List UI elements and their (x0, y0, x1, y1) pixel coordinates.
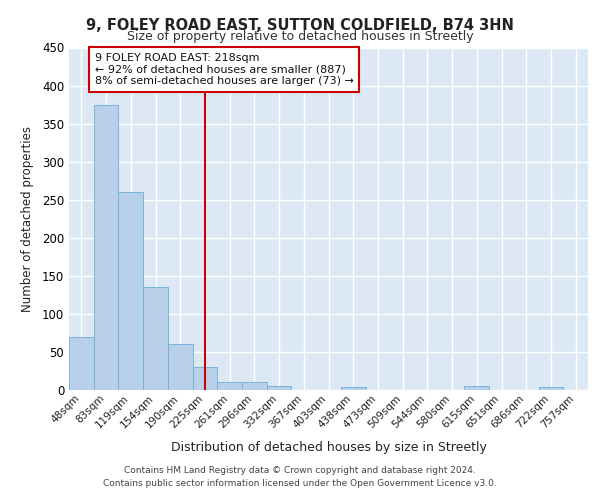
Bar (341, 387, 365, 390)
Bar (69, 336, 94, 390)
Bar (267, 386, 292, 390)
Text: Contains HM Land Registry data © Crown copyright and database right 2024.
Contai: Contains HM Land Registry data © Crown c… (103, 466, 497, 487)
Bar (464, 386, 489, 390)
Text: Size of property relative to detached houses in Streetly: Size of property relative to detached ho… (127, 30, 473, 43)
Bar (193, 367, 217, 390)
Bar (94, 104, 118, 390)
X-axis label: Distribution of detached houses by size in Streetly: Distribution of detached houses by size … (170, 440, 487, 454)
Bar (242, 382, 267, 390)
Y-axis label: Number of detached properties: Number of detached properties (20, 126, 34, 312)
Bar (539, 387, 563, 390)
Text: 9 FOLEY ROAD EAST: 218sqm
← 92% of detached houses are smaller (887)
8% of semi-: 9 FOLEY ROAD EAST: 218sqm ← 92% of detac… (95, 53, 354, 86)
Bar (217, 382, 242, 390)
Bar (118, 192, 143, 390)
Bar (168, 344, 193, 390)
Bar (143, 287, 168, 390)
Text: 9, FOLEY ROAD EAST, SUTTON COLDFIELD, B74 3HN: 9, FOLEY ROAD EAST, SUTTON COLDFIELD, B7… (86, 18, 514, 32)
